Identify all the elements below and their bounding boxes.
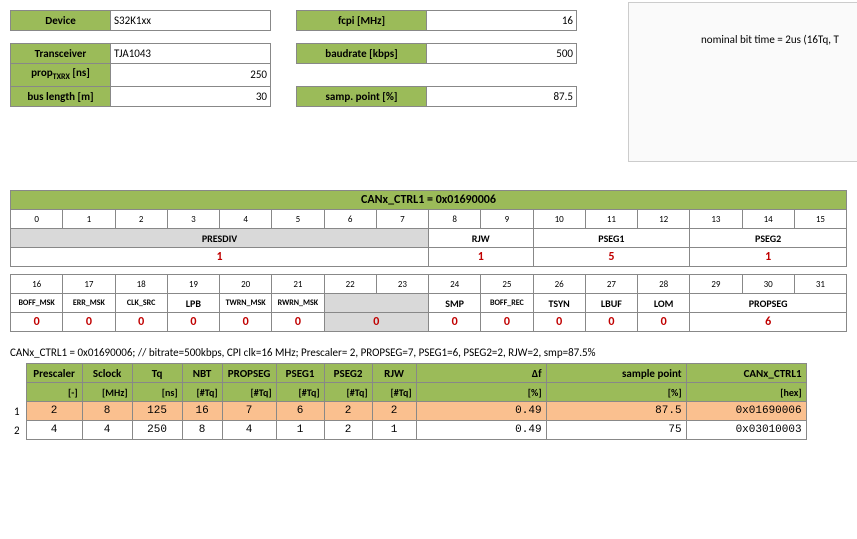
prop-value[interactable]: 250 <box>111 64 271 87</box>
buslen-label: bus length [m] <box>11 87 111 107</box>
ctrl1-comment: CANx_CTRL1 = 0x01690006; // bitrate=500k… <box>10 346 847 359</box>
pseg1-field: PSEG1 <box>533 229 690 248</box>
results-table: Prescaler Sclock Tq NBT PROPSEG PSEG1 PS… <box>10 363 807 440</box>
ctrl1-title: CANx_CTRL1 = 0x01690006 <box>11 191 847 210</box>
presdiv-field: PRESDIV <box>11 229 429 248</box>
fields-bot-row: BOFF_MSK ERR_MSK CLK_SRC LPB TWRN_MSK RW… <box>11 294 847 313</box>
results-head2: [-] [MHz] [ns] [#Tq] [#Tq] [#Tq] [#Tq] [… <box>10 383 806 402</box>
baudrate-value[interactable]: 500 <box>427 44 577 64</box>
pseg2-field: PSEG2 <box>690 229 847 248</box>
fields-top-row: PRESDIV RJW PSEG1 PSEG2 <box>11 229 847 248</box>
vals-top-row: 1 1 5 1 <box>11 248 847 267</box>
bits-bot-row: 1617 1819 2021 2223 2425 2627 2829 3031 <box>11 275 847 294</box>
device-value[interactable]: S32K1xx <box>111 11 271 31</box>
results-head1: Prescaler Sclock Tq NBT PROPSEG PSEG1 PS… <box>10 364 806 383</box>
fcpi-label: fcpi [MHz] <box>297 11 427 31</box>
note-box: nominal bit time = 2us (16Tq, T <box>628 2 857 162</box>
bits-top-row: 01 23 45 67 89 1011 1213 1415 <box>11 210 847 229</box>
vals-bot-row: 0 0 0 0 0 0 0 0 0 0 0 0 6 <box>11 313 847 332</box>
params-table: Device S32K1xx fcpi [MHz] 16 <box>10 10 577 31</box>
prop-label: propTXRX [ns] <box>11 64 111 87</box>
note-text: nominal bit time = 2us (16Tq, T <box>701 33 839 46</box>
params-table-2: Transceiver TJA1043 baudrate [kbps] 500 … <box>10 43 577 107</box>
rjw-field: RJW <box>429 229 534 248</box>
transceiver-label: Transceiver <box>11 44 111 64</box>
baudrate-label: baudrate [kbps] <box>297 44 427 64</box>
results-row[interactable]: 1 2 8 125 16 7 6 2 2 0.49 87.5 0x0169000… <box>10 402 806 421</box>
device-label: Device <box>11 11 111 31</box>
results-row[interactable]: 2 4 4 250 8 4 1 2 1 0.49 75 0x03010003 <box>10 421 806 440</box>
samp-label: samp. point [%] <box>297 87 427 107</box>
fcpi-value[interactable]: 16 <box>427 11 577 31</box>
buslen-value[interactable]: 30 <box>111 87 271 107</box>
transceiver-value[interactable]: TJA1043 <box>111 44 271 64</box>
ctrl1-bits-table: CANx_CTRL1 = 0x01690006 01 23 45 67 89 1… <box>10 190 847 332</box>
samp-value: 87.5 <box>427 87 577 107</box>
